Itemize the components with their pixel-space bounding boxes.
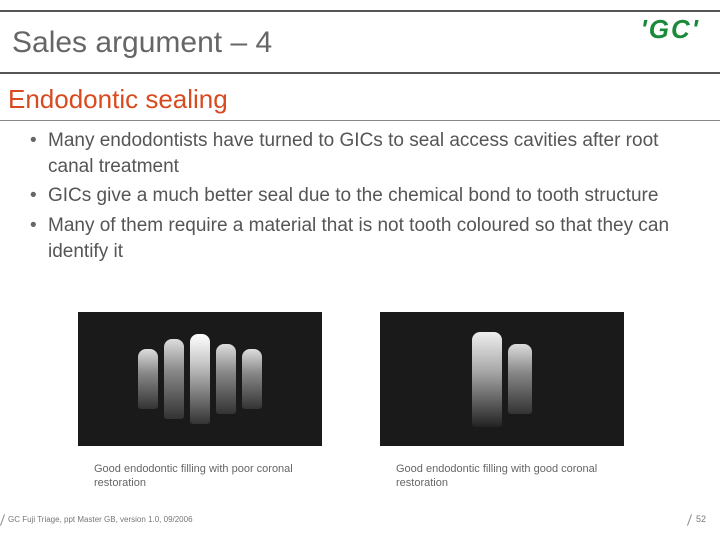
footer-tick-icon (687, 514, 692, 526)
footer-text: GC Fuji Triage, ppt Master GB, version 1… (8, 515, 193, 524)
slide-title: Sales argument – 4 (12, 26, 272, 60)
title-rule (0, 72, 720, 74)
slide: 'GC' Sales argument – 4 Endodontic seali… (0, 0, 720, 540)
caption-left: Good endodontic filling with poor corona… (94, 462, 314, 491)
bullet-item: Many endodontists have turned to GICs to… (30, 128, 708, 179)
tooth-icon (164, 339, 184, 419)
radiograph-image-right (380, 312, 624, 446)
top-rule (0, 10, 720, 12)
tooth-icon (472, 332, 502, 427)
bullet-list: Many endodontists have turned to GICs to… (30, 128, 708, 268)
page-number: 52 (696, 514, 706, 524)
bullet-item: Many of them require a material that is … (30, 213, 708, 264)
brand-logo: 'GC' (641, 14, 700, 45)
slide-subtitle: Endodontic sealing (8, 84, 228, 115)
caption-right: Good endodontic filling with good corona… (396, 462, 616, 491)
footer-tick-icon (0, 514, 5, 526)
radiograph-image-left (78, 312, 322, 446)
tooth-icon (216, 344, 236, 414)
bullet-item: GICs give a much better seal due to the … (30, 183, 708, 209)
tooth-icon (138, 349, 158, 409)
tooth-icon (190, 334, 210, 424)
subtitle-rule (0, 120, 720, 121)
tooth-icon (508, 344, 532, 414)
tooth-icon (242, 349, 262, 409)
